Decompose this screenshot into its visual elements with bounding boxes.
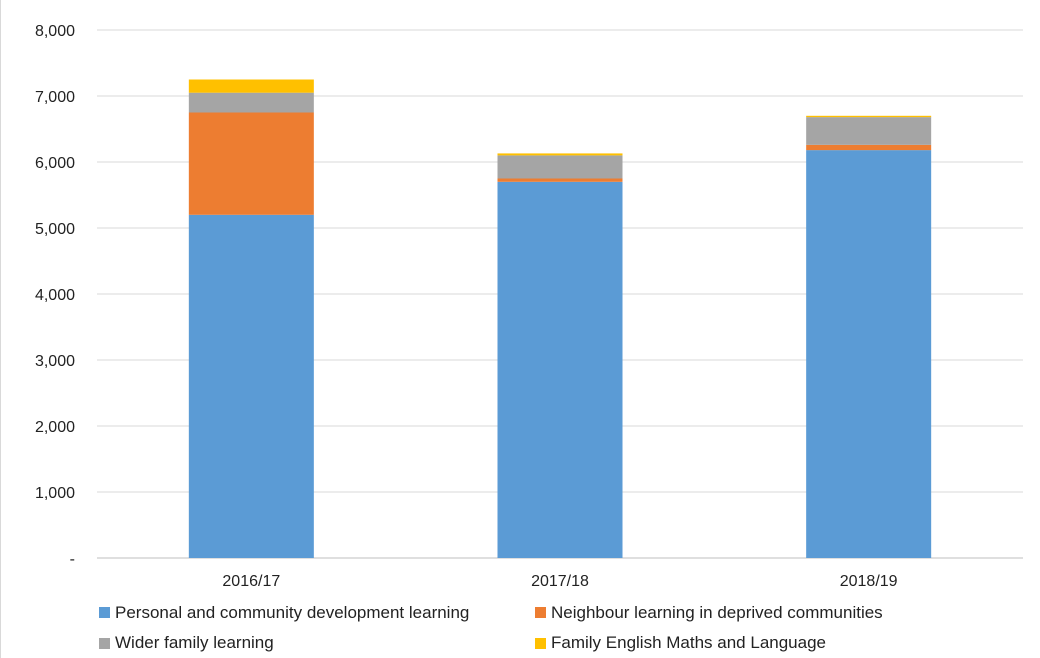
- bar-segment-1-0: [189, 113, 314, 215]
- legend-swatch-wider-family: [99, 638, 110, 649]
- bar-segment-1-2: [806, 145, 931, 150]
- legend-item-neighbour: Neighbour learning in deprived communiti…: [535, 600, 975, 626]
- legend-swatch-personal: [99, 607, 110, 618]
- bar-segment-1-1: [497, 179, 622, 182]
- bar-segment-2-1: [497, 155, 622, 178]
- bar-segment-3-1: [497, 153, 622, 155]
- legend-swatch-neighbour: [535, 607, 546, 618]
- y-tick-label: 6,000: [35, 155, 75, 172]
- bar-segment-3-0: [189, 80, 314, 93]
- legend-item-wider-family: Wider family learning: [99, 631, 535, 657]
- bar-segment-0-0: [189, 215, 314, 558]
- bar-segment-0-1: [497, 182, 622, 558]
- bar-segment-3-2: [806, 116, 931, 117]
- y-tick-label: 5,000: [35, 221, 75, 238]
- y-tick-label: 8,000: [35, 23, 75, 40]
- stacked-bar-chart: - 1,000 2,000 3,000 4,000 5,000 6,000 7,000 8,00…: [1, 0, 1040, 600]
- legend-label-personal: Personal and community development learn…: [115, 603, 469, 623]
- x-axis-tick-labels: 2016/17 2017/18 2018/19: [222, 573, 897, 590]
- legend-label-wider-family: Wider family learning: [115, 633, 274, 653]
- bar-segment-2-0: [189, 93, 314, 113]
- bars: [189, 80, 931, 559]
- y-tick-label: -: [70, 551, 75, 568]
- y-tick-label: 3,000: [35, 353, 75, 370]
- bar-segment-2-2: [806, 117, 931, 145]
- legend: Personal and community development learn…: [99, 600, 999, 656]
- legend-label-neighbour: Neighbour learning in deprived communiti…: [551, 603, 883, 623]
- x-tick-label: 2018/19: [840, 573, 898, 590]
- y-tick-label: 4,000: [35, 287, 75, 304]
- x-tick-label: 2017/18: [531, 573, 589, 590]
- bar-segment-0-2: [806, 150, 931, 558]
- x-tick-label: 2016/17: [222, 573, 280, 590]
- y-axis-tick-labels: - 1,000 2,000 3,000 4,000 5,000 6,000 7,000 8,00…: [35, 23, 75, 568]
- y-tick-label: 1,000: [35, 485, 75, 502]
- y-tick-label: 2,000: [35, 419, 75, 436]
- y-tick-label: 7,000: [35, 89, 75, 106]
- legend-swatch-family-english: [535, 638, 546, 649]
- legend-item-personal: Personal and community development learn…: [99, 600, 535, 626]
- legend-label-family-english: Family English Maths and Language: [551, 633, 826, 653]
- legend-item-family-english: Family English Maths and Language: [535, 631, 975, 657]
